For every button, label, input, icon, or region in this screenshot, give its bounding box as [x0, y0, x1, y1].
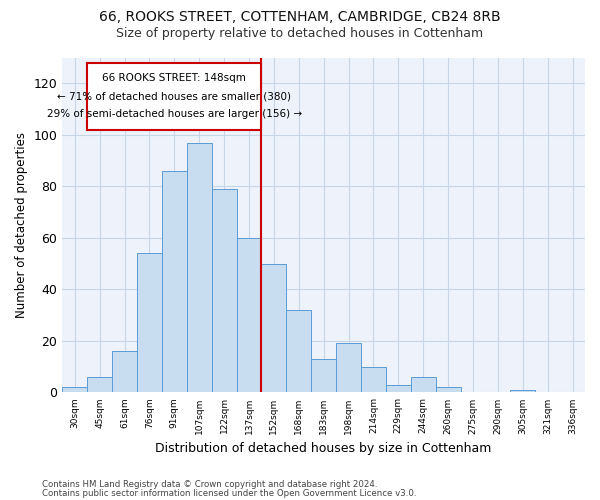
- Bar: [262, 264, 286, 392]
- Bar: [87, 377, 112, 392]
- Bar: [112, 351, 137, 393]
- Bar: [87, 62, 262, 130]
- Bar: [511, 390, 535, 392]
- Bar: [137, 254, 162, 392]
- X-axis label: Distribution of detached houses by size in Cottenham: Distribution of detached houses by size …: [155, 442, 492, 455]
- Y-axis label: Number of detached properties: Number of detached properties: [15, 132, 28, 318]
- Bar: [187, 142, 212, 392]
- Bar: [162, 171, 187, 392]
- Text: Size of property relative to detached houses in Cottenham: Size of property relative to detached ho…: [116, 28, 484, 40]
- Text: ← 71% of detached houses are smaller (380): ← 71% of detached houses are smaller (38…: [58, 91, 292, 101]
- Bar: [236, 238, 262, 392]
- Bar: [311, 359, 336, 392]
- Text: 29% of semi-detached houses are larger (156) →: 29% of semi-detached houses are larger (…: [47, 109, 302, 119]
- Bar: [212, 189, 236, 392]
- Text: 66, ROOKS STREET, COTTENHAM, CAMBRIDGE, CB24 8RB: 66, ROOKS STREET, COTTENHAM, CAMBRIDGE, …: [99, 10, 501, 24]
- Bar: [62, 388, 87, 392]
- Bar: [361, 366, 386, 392]
- Bar: [411, 377, 436, 392]
- Bar: [336, 344, 361, 392]
- Text: Contains public sector information licensed under the Open Government Licence v3: Contains public sector information licen…: [42, 490, 416, 498]
- Text: Contains HM Land Registry data © Crown copyright and database right 2024.: Contains HM Land Registry data © Crown c…: [42, 480, 377, 489]
- Bar: [436, 388, 461, 392]
- Text: 66 ROOKS STREET: 148sqm: 66 ROOKS STREET: 148sqm: [103, 73, 246, 83]
- Bar: [386, 384, 411, 392]
- Bar: [286, 310, 311, 392]
